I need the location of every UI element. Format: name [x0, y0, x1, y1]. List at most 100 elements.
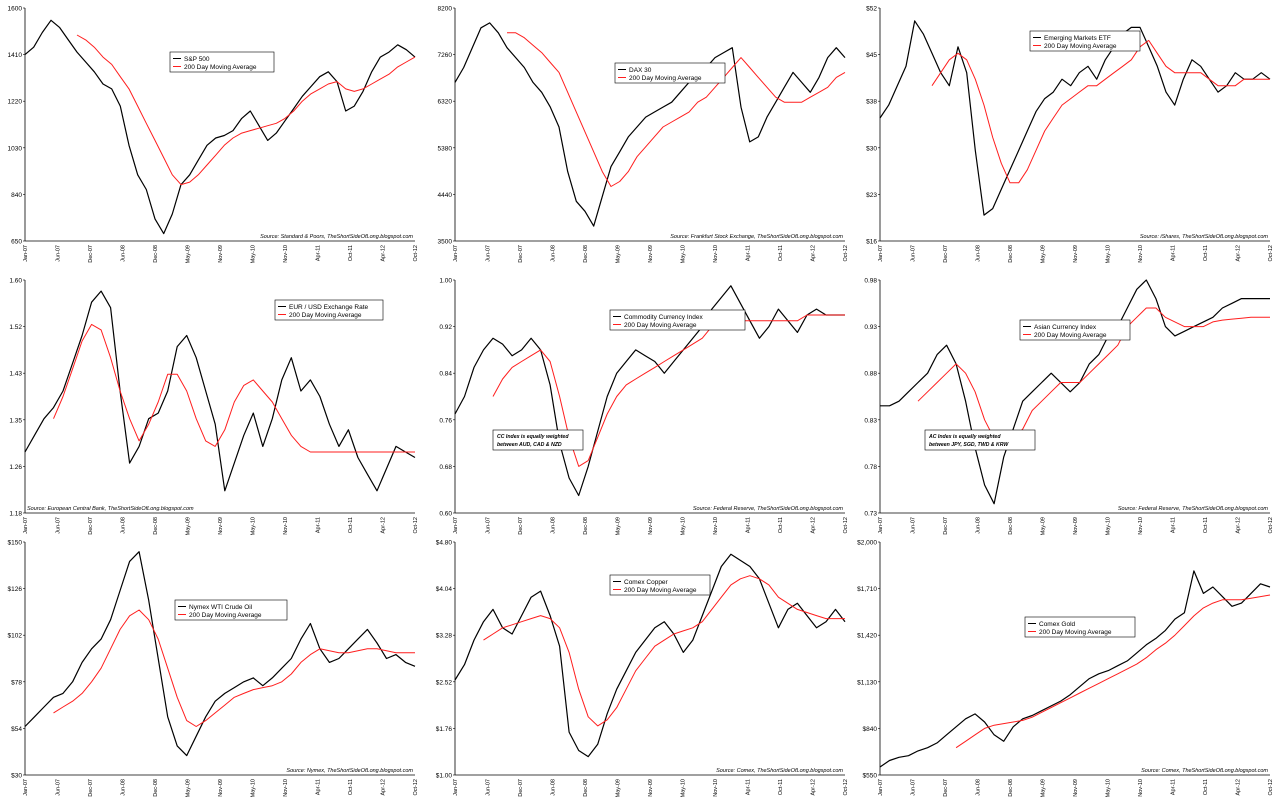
x-tick-label: Apr-12 [1236, 245, 1242, 262]
x-tick-label: Dec-07 [88, 779, 94, 797]
x-tick-label: Jun-07 [486, 245, 492, 262]
x-tick-label: Nov-10 [283, 779, 289, 797]
x-tick-label: Apr-11 [1171, 517, 1177, 533]
legend-label: 200 Day Moving Average [1039, 629, 1112, 636]
y-tick-label: 0.88 [864, 371, 877, 378]
x-tick-label: Nov-10 [283, 517, 289, 535]
x-tick-label: Dec-07 [943, 517, 949, 535]
moving-average-line [53, 609, 415, 727]
x-tick-label: Oct-12 [843, 517, 849, 534]
y-tick-label: $30 [866, 145, 877, 152]
chart-panel: 8200 7260 6320 5380 4440 3500 Jan-07 Jun-07 Dec-… [430, 0, 850, 264]
x-tick-label: May-10 [681, 245, 687, 263]
x-tick-label: Jun-07 [486, 517, 492, 534]
moving-average-line [492, 314, 845, 467]
x-tick-label: Nov-09 [1073, 779, 1079, 797]
x-tick-label: Nov-10 [1138, 245, 1144, 263]
x-tick-label: Dec-08 [153, 779, 159, 797]
chart-panel: $4.80 $4.04 $3.28 $2.52 $1.76 $1.00 Jan-07 Jun-… [430, 534, 850, 798]
x-tick-label: Oct-12 [843, 779, 849, 796]
x-tick-label: Jan-07 [23, 245, 29, 262]
source-caption: Source: Federal Reserve, TheShortSideOfL… [1118, 506, 1269, 512]
x-tick-label: Nov-10 [283, 245, 289, 263]
x-tick-label: Dec-07 [518, 245, 524, 263]
legend-label: Comex Copper [624, 579, 669, 586]
y-tick-label: 1.52 [9, 324, 22, 331]
x-tick-label: May-10 [251, 245, 257, 263]
y-tick-label: $1,420 [857, 633, 877, 640]
x-tick-label: Oct-11 [778, 779, 784, 795]
x-tick-label: Jan-07 [878, 245, 884, 262]
y-tick-label: 7260 [438, 52, 453, 59]
x-tick-label: Dec-08 [153, 517, 159, 535]
x-tick-label: May-09 [616, 517, 622, 535]
x-tick-label: Oct-11 [1203, 779, 1209, 795]
x-tick-label: Apr-12 [381, 245, 387, 262]
y-tick-label: 1.26 [9, 464, 22, 471]
y-tick-label: 1.18 [9, 511, 22, 518]
price-series-line [454, 285, 845, 497]
legend-label: S&P 500 [184, 56, 210, 63]
price-series-line [879, 570, 1271, 768]
legend-label: Emerging Markets ETF [1044, 35, 1111, 42]
x-tick-label: Nov-09 [1073, 245, 1079, 263]
moving-average-line [917, 307, 1270, 449]
x-tick-label: Apr-12 [1236, 517, 1242, 534]
x-tick-label: Oct-11 [348, 245, 354, 261]
x-tick-label: Nov-09 [218, 245, 224, 263]
x-tick-label: Apr-12 [381, 779, 387, 796]
annotation-text: between AUD, CAD & NZD [497, 442, 562, 448]
x-tick-label: Oct-12 [843, 245, 849, 262]
x-tick-label: Jun-08 [551, 517, 557, 534]
legend-box [609, 309, 746, 331]
x-tick-label: Jun-07 [486, 779, 492, 796]
legend-box [274, 299, 384, 321]
x-tick-label: Jan-07 [453, 779, 459, 796]
annotation-box [492, 429, 584, 451]
chart-panel: $2,000 $1,710 $1,420 $1,130 $840 $550 Jan-07 Ju… [855, 534, 1275, 798]
y-tick-label: 1.00 [439, 278, 452, 285]
y-tick-label: $54 [11, 726, 22, 733]
x-tick-label: May-09 [186, 517, 192, 535]
y-tick-label: 0.98 [864, 278, 877, 285]
legend-label: 200 Day Moving Average [629, 75, 702, 82]
y-tick-label: 0.68 [439, 464, 452, 471]
x-tick-label: Oct-11 [348, 779, 354, 795]
annotation-text: between JPY, SGD, TWD & KRW [929, 442, 1009, 448]
source-caption: Source: Comex, TheShortSideOfLong.blogsp… [716, 768, 843, 774]
x-tick-label: Jun-07 [56, 779, 62, 796]
x-tick-label: Jun-08 [121, 245, 127, 262]
y-tick-label: $840 [863, 726, 878, 733]
legend-label: 200 Day Moving Average [1034, 332, 1107, 339]
x-tick-label: Oct-12 [413, 245, 419, 262]
x-tick-label: Oct-12 [1268, 245, 1274, 262]
annotation-text: AC Index is equally weighted [928, 434, 1001, 440]
legend-label: 200 Day Moving Average [289, 312, 362, 319]
legend-label: EUR / USD Exchange Rate [289, 304, 369, 311]
moving-average-line [483, 575, 845, 727]
x-tick-label: Nov-10 [1138, 779, 1144, 797]
y-tick-label: $38 [866, 99, 877, 106]
y-tick-label: $30 [11, 773, 22, 780]
x-tick-label: Dec-07 [518, 779, 524, 797]
x-tick-label: Jun-08 [976, 517, 982, 534]
x-tick-label: Jan-07 [453, 517, 459, 534]
y-tick-label: $45 [866, 52, 877, 59]
price-series-line [879, 20, 1271, 216]
moving-average-line [76, 34, 416, 186]
source-caption: Source: Frankfurt Stock Exchange, TheSho… [670, 234, 843, 240]
x-tick-label: Dec-08 [583, 517, 589, 535]
x-tick-label: Dec-08 [1008, 779, 1014, 797]
y-tick-label: 1220 [8, 99, 23, 106]
x-tick-label: Apr-12 [811, 245, 817, 262]
y-tick-label: $1,130 [857, 679, 877, 686]
y-tick-label: 0.73 [864, 511, 877, 518]
